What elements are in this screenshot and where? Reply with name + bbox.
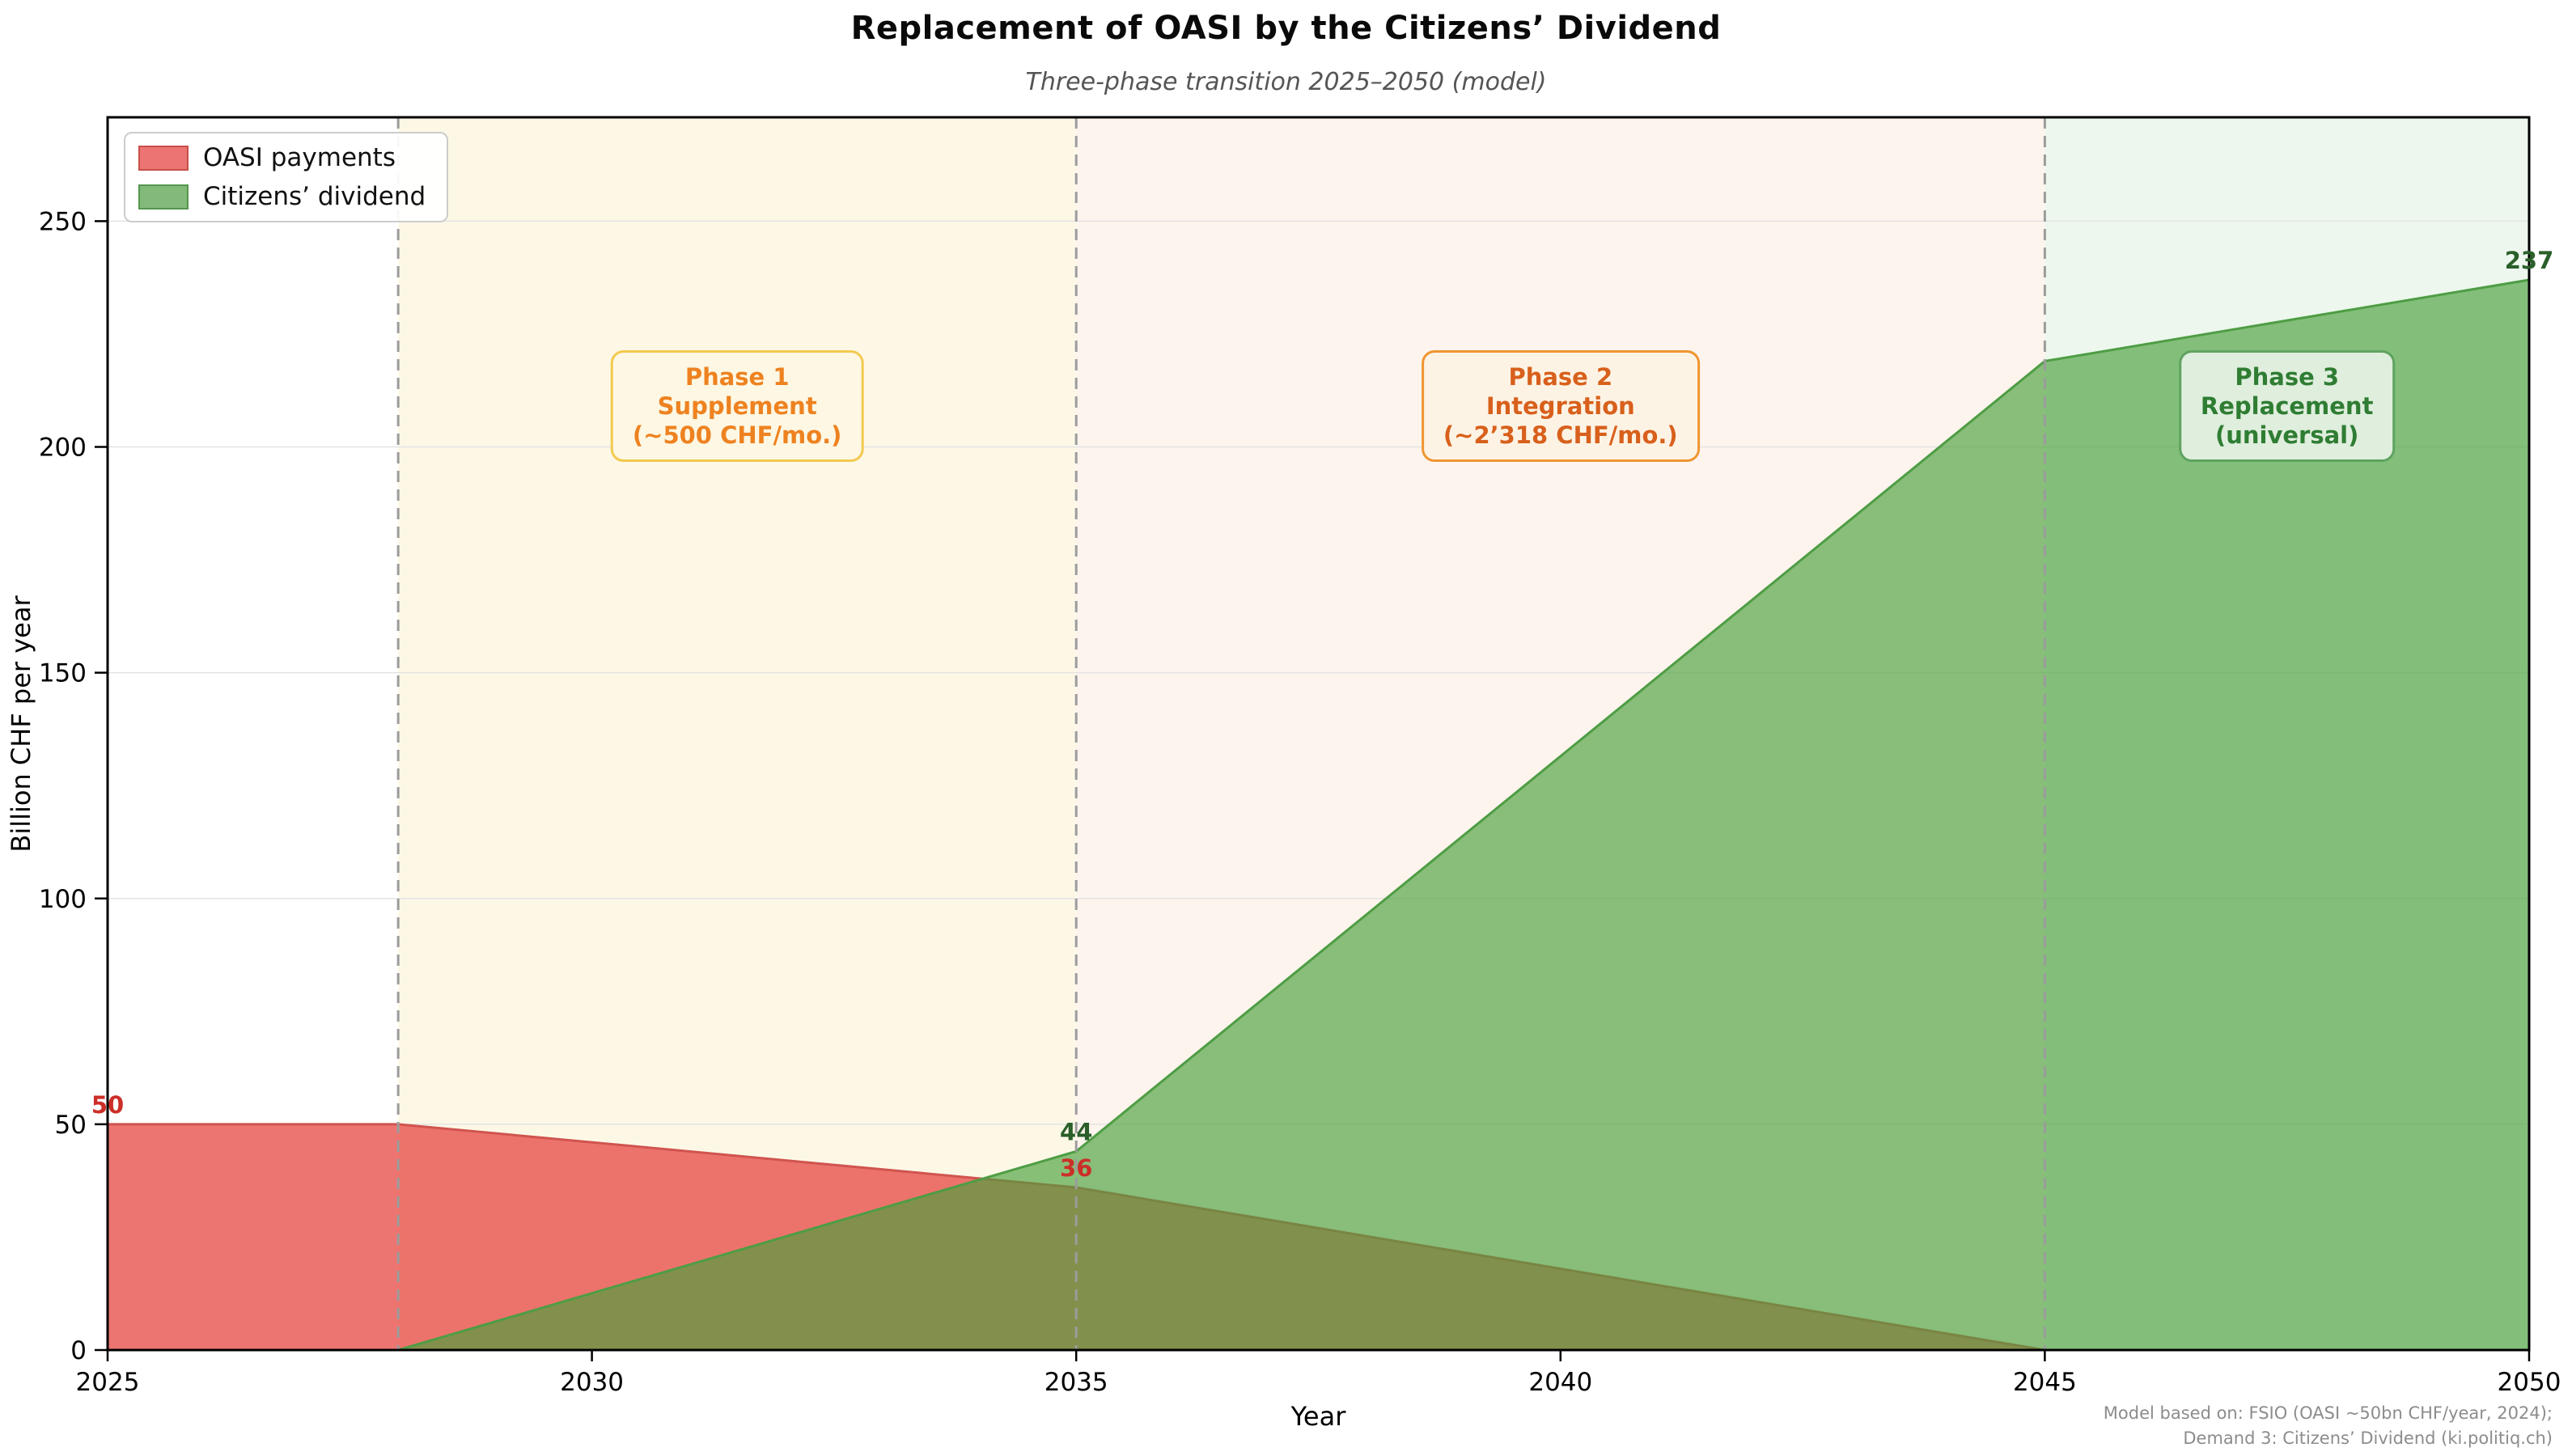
x-axis-title: Year <box>1290 1401 1346 1432</box>
y-tick-label-0: 0 <box>70 1336 87 1365</box>
y-tick-label-250: 250 <box>39 207 87 236</box>
legend: OASI payments Citizens’ dividend <box>124 132 449 222</box>
area-dividend <box>108 279 2529 1350</box>
x-tick-label-2040: 2040 <box>1528 1368 1592 1397</box>
legend-item-dividend: Citizens’ dividend <box>138 182 426 211</box>
legend-label-oasi: OASI payments <box>203 143 396 172</box>
chart-subtitle: Three-phase transition 2025–2050 (model) <box>1025 68 1547 96</box>
phase-box-3-line-1: Phase 3 <box>2235 363 2340 392</box>
x-tick-label-2035: 2035 <box>1044 1368 1108 1397</box>
phase-box-1-line-1: Phase 1 <box>684 363 790 392</box>
legend-label-dividend: Citizens’ dividend <box>203 182 426 211</box>
source-note-line2: Demand 3: Citizens’ Dividend (ki.politiq… <box>2183 1428 2553 1448</box>
phase-box-2-line-1: Phase 2 <box>1508 363 1613 392</box>
plot-area: 2025 2030 2035 2040 2045 2050 0 50 100 150 200 250 5… <box>39 116 2561 1397</box>
y-tick-label-150: 150 <box>39 659 87 688</box>
phase-box-3-line-2: Replacement <box>2200 392 2374 421</box>
y-axis-title: Billion CHF per year <box>6 595 36 853</box>
value-label-44: 44 <box>1060 1118 1092 1145</box>
phase-box-2: Phase 2 Integration (~2’318 CHF/mo.) <box>1421 350 1700 463</box>
phase-box-1-line-2: Supplement <box>657 392 817 421</box>
phase-box-3-line-3: (universal) <box>2214 421 2359 450</box>
x-tick-label-2025: 2025 <box>76 1368 140 1397</box>
legend-swatch-dividend <box>138 184 189 210</box>
value-label-50: 50 <box>91 1091 124 1119</box>
y-tick-label-200: 200 <box>39 434 87 463</box>
chart-title: Replacement of OASI by the Citizens’ Div… <box>850 10 1722 47</box>
phase-box-1: Phase 1 Supplement (~500 CHF/mo.) <box>610 350 864 463</box>
source-note: Model based on: FSIO (OASI ~50bn CHF/yea… <box>2104 1401 2553 1451</box>
legend-swatch-oasi <box>138 145 189 171</box>
phase-box-1-line-3: (~500 CHF/mo.) <box>632 421 842 450</box>
legend-item-oasi: OASI payments <box>138 143 426 172</box>
x-tick-label-2030: 2030 <box>560 1368 624 1397</box>
source-note-line1: Model based on: FSIO (OASI ~50bn CHF/yea… <box>2103 1403 2553 1423</box>
y-tick-label-100: 100 <box>39 885 87 914</box>
plot-frame <box>106 116 2531 1352</box>
phase-box-2-line-3: (~2’318 CHF/mo.) <box>1443 421 1678 450</box>
phase-box-3: Phase 3 Replacement (universal) <box>2178 350 2396 463</box>
x-tick-label-2045: 2045 <box>2013 1368 2077 1397</box>
y-tick-label-50: 50 <box>55 1111 87 1140</box>
x-tick-label-2050: 2050 <box>2498 1368 2561 1397</box>
value-label-237: 237 <box>2505 247 2554 274</box>
chart-canvas: 2025 2030 2035 2040 2045 2050 0 50 100 150 200 250 5… <box>39 116 2561 1397</box>
value-label-36: 36 <box>1060 1154 1092 1182</box>
phase-box-2-line-2: Integration <box>1485 392 1635 421</box>
edge-line-dividend <box>397 278 2530 1352</box>
